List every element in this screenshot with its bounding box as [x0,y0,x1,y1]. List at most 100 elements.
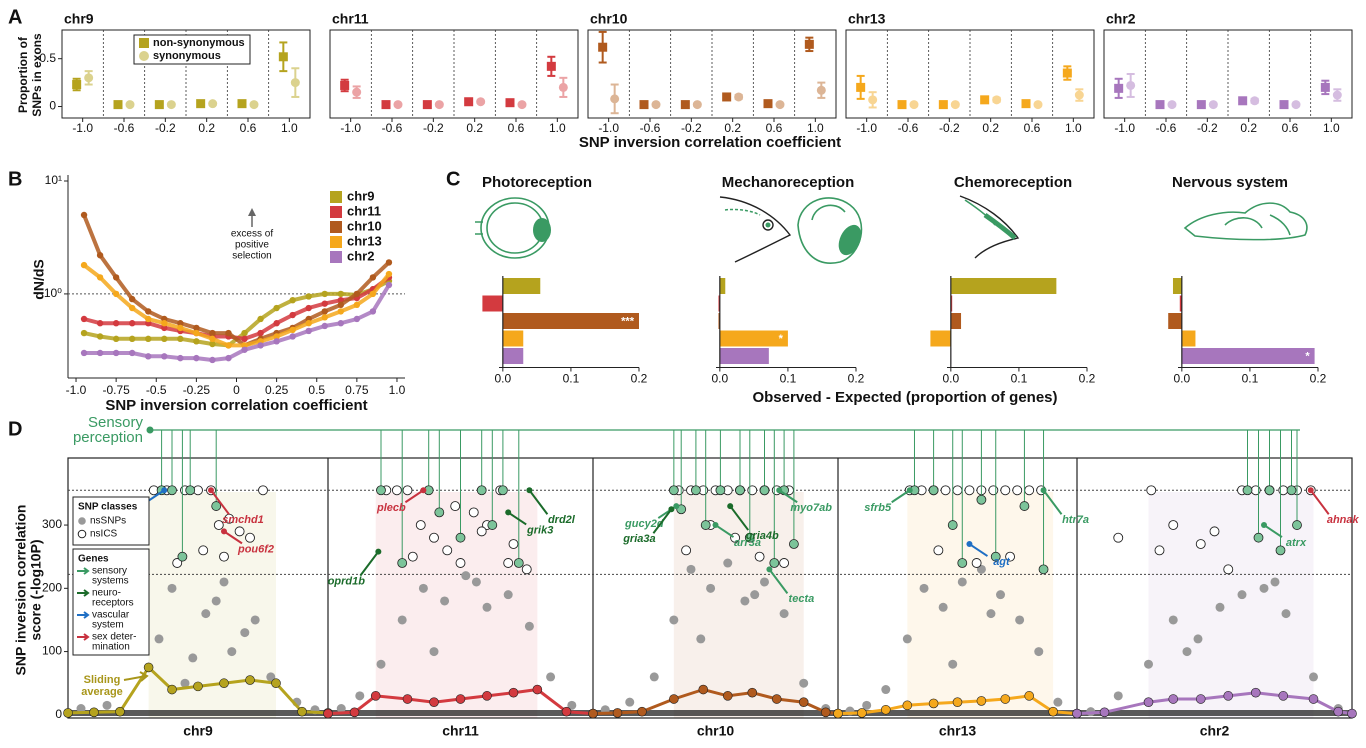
x-tick-label: -0.2 [681,121,702,135]
marker [393,100,403,110]
point [128,304,136,312]
point-with-error [434,100,444,110]
legend-swatch [139,38,149,48]
nssnp-point [649,672,659,682]
average-point [193,681,203,692]
nssnp-point [167,583,177,593]
gene-point [1307,487,1314,494]
nssnp-point [482,602,492,612]
panel-title: chr13 [848,11,886,27]
point [145,315,152,323]
marker [1238,96,1248,106]
nsics-point [402,485,413,496]
marker [422,100,432,110]
bar-annotation: * [1305,351,1310,363]
nssnp-point [1237,590,1247,600]
average-point [429,697,439,707]
x-tick-label: chr2 [1200,723,1230,739]
point [241,342,248,349]
nssnp-point [696,634,706,644]
average-point [143,662,154,673]
nsics-point [442,545,453,556]
legend-label: mination [92,642,130,653]
x-tick-label: 0.0 [711,372,728,386]
x-tick-label: 1.0 [1323,121,1340,135]
point-with-error [1291,100,1301,110]
gene-arrow [210,489,230,515]
legend-label: chr2 [347,248,374,263]
x-tick-label: 1.0 [807,121,824,135]
average-point [880,704,891,715]
nssnp-point [227,647,237,657]
point [257,329,264,337]
marker [517,100,527,110]
average-point [771,694,782,704]
gene-label: atrx [1286,537,1307,549]
sensory-dot [146,426,154,434]
average-point [1333,706,1344,717]
nsics-point [508,539,519,549]
legend-title: Genes [78,554,109,565]
average-point [976,696,987,706]
sensory-point [1242,485,1253,496]
gene-point [712,522,719,529]
point [289,296,296,304]
point-with-error [1167,100,1177,110]
gene-arrow [778,489,798,504]
panel-letters: A B C D [8,6,460,440]
nssnp-point [740,596,750,606]
sensory-point [735,485,745,496]
average-point [833,708,843,719]
gene-point [208,487,214,494]
point [209,329,216,337]
marker [639,100,649,110]
point [241,329,248,337]
x-tick-label: chr10 [697,723,735,739]
y-tick-label: 10⁰ [44,286,62,300]
x-tick-label: -0.6 [640,121,661,135]
y-tick-label: 100 [42,644,62,658]
gene-label: pou6f2 [237,543,274,555]
point-with-error [1155,100,1165,110]
legend-swatch [330,251,342,263]
eye-icon [475,197,551,259]
x-tick-label: 0.1 [780,372,797,386]
point [337,301,345,309]
average-point [1143,697,1154,707]
nsics-point [1000,485,1011,496]
nssnp-point [760,577,769,587]
x-tick-label: -0.2 [423,121,444,135]
point-with-error [1114,77,1124,99]
point-with-error [237,99,247,109]
sensory-point [1038,564,1049,575]
gene-label: smchd1 [222,514,264,526]
average-point [1347,708,1357,719]
panel-title: chr11 [332,11,369,27]
nssnp-point [625,697,635,707]
x-tick-label: 0.2 [1240,121,1257,135]
point-with-error [909,100,919,110]
nssnp-point [440,596,450,606]
nssnp-point [902,634,912,644]
point [321,308,328,315]
brain-icon [1183,202,1308,241]
point-with-error [393,100,403,110]
point [385,270,393,278]
point [145,335,152,343]
sensory-point [1286,485,1297,496]
gene-label: sfrb5 [864,502,892,514]
average-point [952,697,963,707]
bar [1172,278,1182,294]
x-tick-label: 0.2 [1079,372,1096,386]
gene-arrow [714,524,735,538]
nsics-point [1146,485,1157,496]
gene-arrow [404,489,424,504]
average-point [271,678,281,689]
y-tick-label: 0.5 [39,51,56,65]
marker [1114,83,1124,93]
average-point [1278,691,1289,701]
gene-label: gria3a [622,533,655,545]
legend-label: chr10 [347,218,382,233]
gene-arrow [1042,489,1063,515]
legend-label: neuro- [92,588,121,599]
